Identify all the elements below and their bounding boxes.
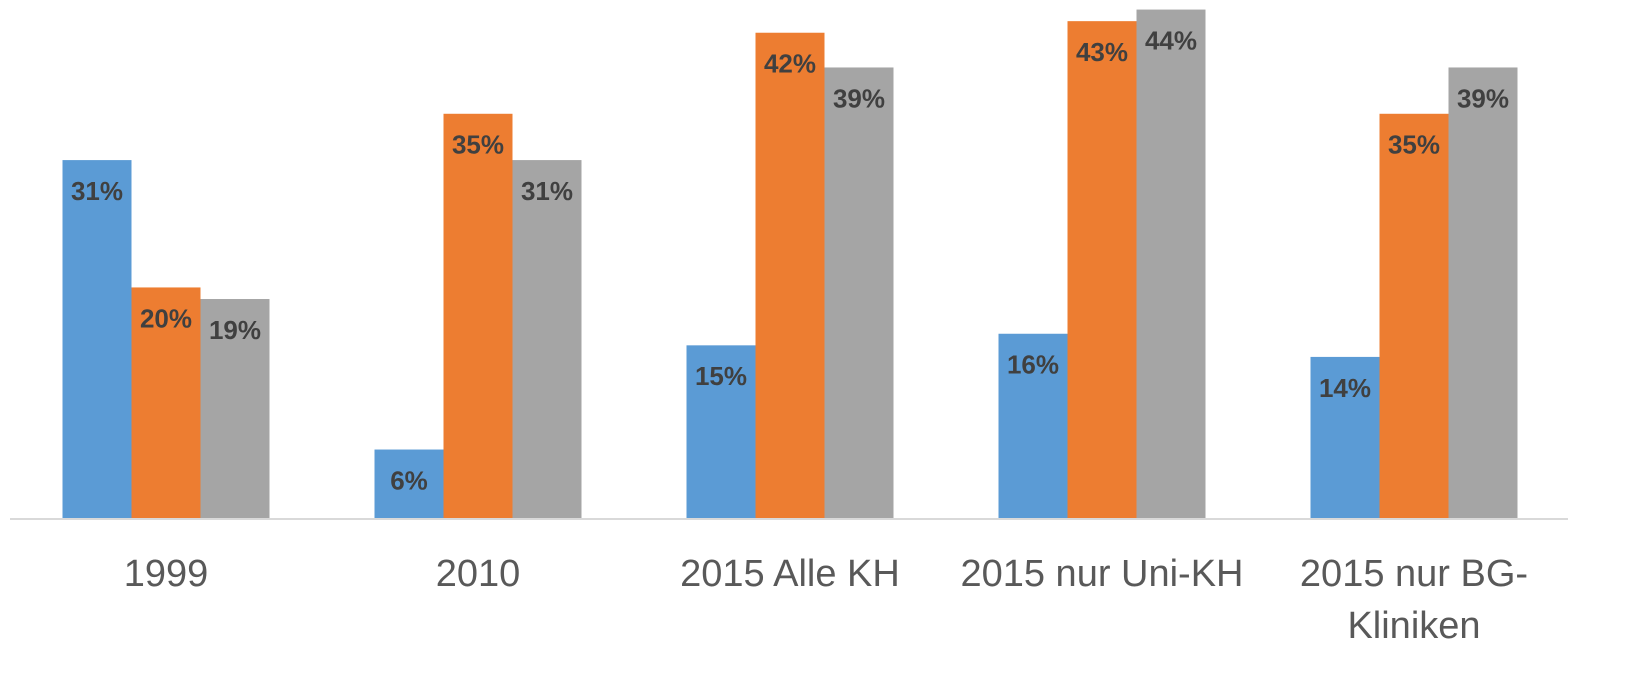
bar <box>1310 356 1380 519</box>
data-label: 14% <box>1319 373 1371 403</box>
bar <box>1067 21 1137 520</box>
bar <box>443 113 513 520</box>
data-label: 31% <box>521 176 573 206</box>
bar <box>131 287 201 519</box>
x-tick-label: 2015 Alle KH <box>680 553 900 595</box>
bar <box>755 32 825 519</box>
x-tick-label: 2010 <box>435 553 521 595</box>
x-tick-label: 2015 nur BG-Kliniken <box>1299 553 1529 647</box>
bar <box>998 333 1068 519</box>
bar <box>1448 67 1518 519</box>
data-label: 16% <box>1007 350 1059 380</box>
bar <box>374 449 444 519</box>
bar <box>1379 113 1449 520</box>
data-label: 43% <box>1076 37 1128 67</box>
data-label: 42% <box>764 49 816 79</box>
bar <box>200 299 270 519</box>
x-tick-label: 1999 <box>123 553 209 595</box>
data-label: 35% <box>1388 130 1440 160</box>
data-label: 44% <box>1145 25 1197 55</box>
data-label: 35% <box>452 130 504 160</box>
x-tick-label: 2015 nur Uni-KH <box>960 553 1244 595</box>
bar <box>824 67 894 519</box>
data-label: 6% <box>390 465 428 495</box>
bar <box>512 160 582 520</box>
data-label: 20% <box>140 303 192 333</box>
bar <box>686 345 756 519</box>
data-label: 31% <box>71 176 123 206</box>
bar <box>1136 9 1206 519</box>
data-label: 39% <box>833 83 885 113</box>
data-label: 19% <box>209 315 261 345</box>
data-label: 15% <box>695 361 747 391</box>
data-label: 39% <box>1457 83 1509 113</box>
bar <box>62 160 132 520</box>
